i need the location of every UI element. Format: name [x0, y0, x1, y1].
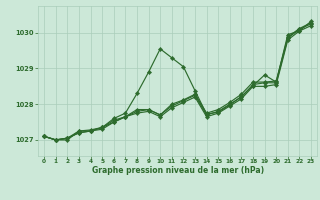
X-axis label: Graphe pression niveau de la mer (hPa): Graphe pression niveau de la mer (hPa): [92, 166, 264, 175]
